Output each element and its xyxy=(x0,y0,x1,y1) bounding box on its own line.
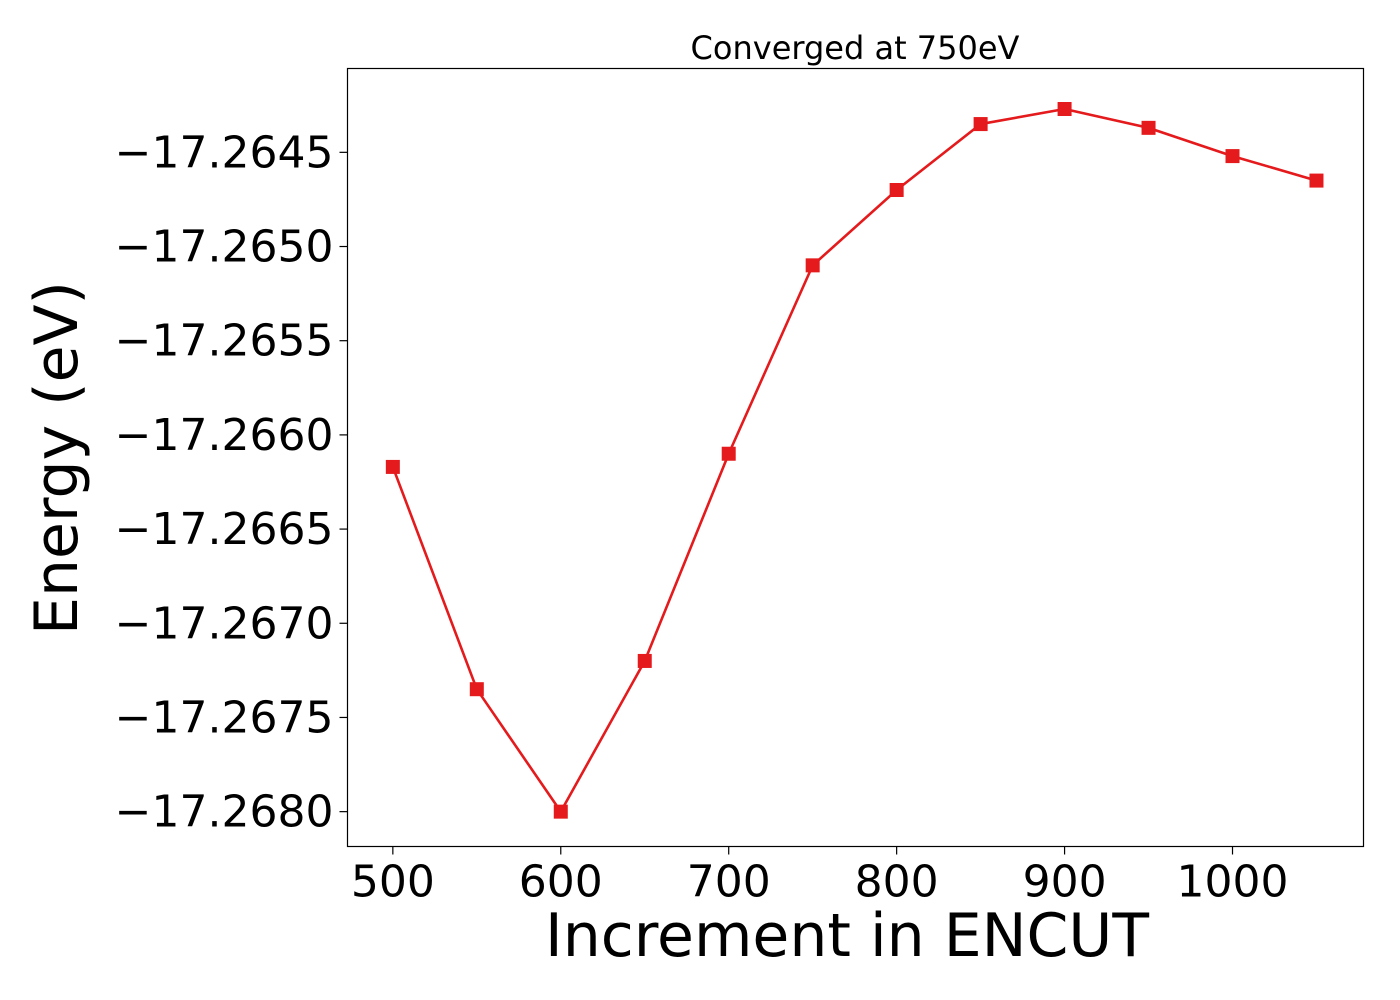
x-axis-label: Increment in ENCUT xyxy=(545,901,1149,971)
chart-title: Converged at 750eV xyxy=(691,29,1020,67)
y-tick-label: −17.2665 xyxy=(115,504,334,555)
x-tick-label: 600 xyxy=(519,857,603,908)
x-tick-label: 800 xyxy=(855,857,939,908)
y-tick-label: −17.2650 xyxy=(115,222,334,273)
data-point-marker xyxy=(889,183,904,198)
data-point-marker xyxy=(385,459,400,474)
x-axis-ticks: 500 600 700 800 900 1000 xyxy=(351,846,1289,908)
data-point-marker xyxy=(553,804,568,819)
data-point-marker xyxy=(805,258,820,273)
y-tick-label: −17.2680 xyxy=(115,787,334,838)
y-tick-label: −17.2675 xyxy=(115,692,334,743)
data-point-marker xyxy=(1309,173,1324,188)
data-point-marker xyxy=(1057,102,1072,117)
data-point-marker xyxy=(1141,120,1156,135)
x-tick-label: 1000 xyxy=(1177,857,1289,908)
y-axis-label: Energy (eV) xyxy=(22,281,92,635)
y-tick-label: −17.2655 xyxy=(115,316,334,367)
y-tick-label: −17.2645 xyxy=(115,127,334,178)
x-tick-label: 900 xyxy=(1023,857,1107,908)
data-point-marker xyxy=(637,653,652,668)
x-tick-label: 700 xyxy=(687,857,771,908)
y-axis-ticks: −17.2680 −17.2675 −17.2670 −17.2665 −17.2660… xyxy=(115,127,348,838)
data-point-marker xyxy=(721,446,736,461)
data-point-marker xyxy=(973,117,988,132)
series-layer xyxy=(385,102,1324,819)
y-tick-label: −17.2670 xyxy=(115,598,334,649)
data-point-marker xyxy=(1225,149,1240,164)
x-tick-label: 500 xyxy=(351,857,435,908)
y-tick-label: −17.2660 xyxy=(115,410,334,461)
data-point-marker xyxy=(469,682,484,697)
plot-area-frame xyxy=(346,67,1365,848)
series-line xyxy=(391,107,1317,813)
